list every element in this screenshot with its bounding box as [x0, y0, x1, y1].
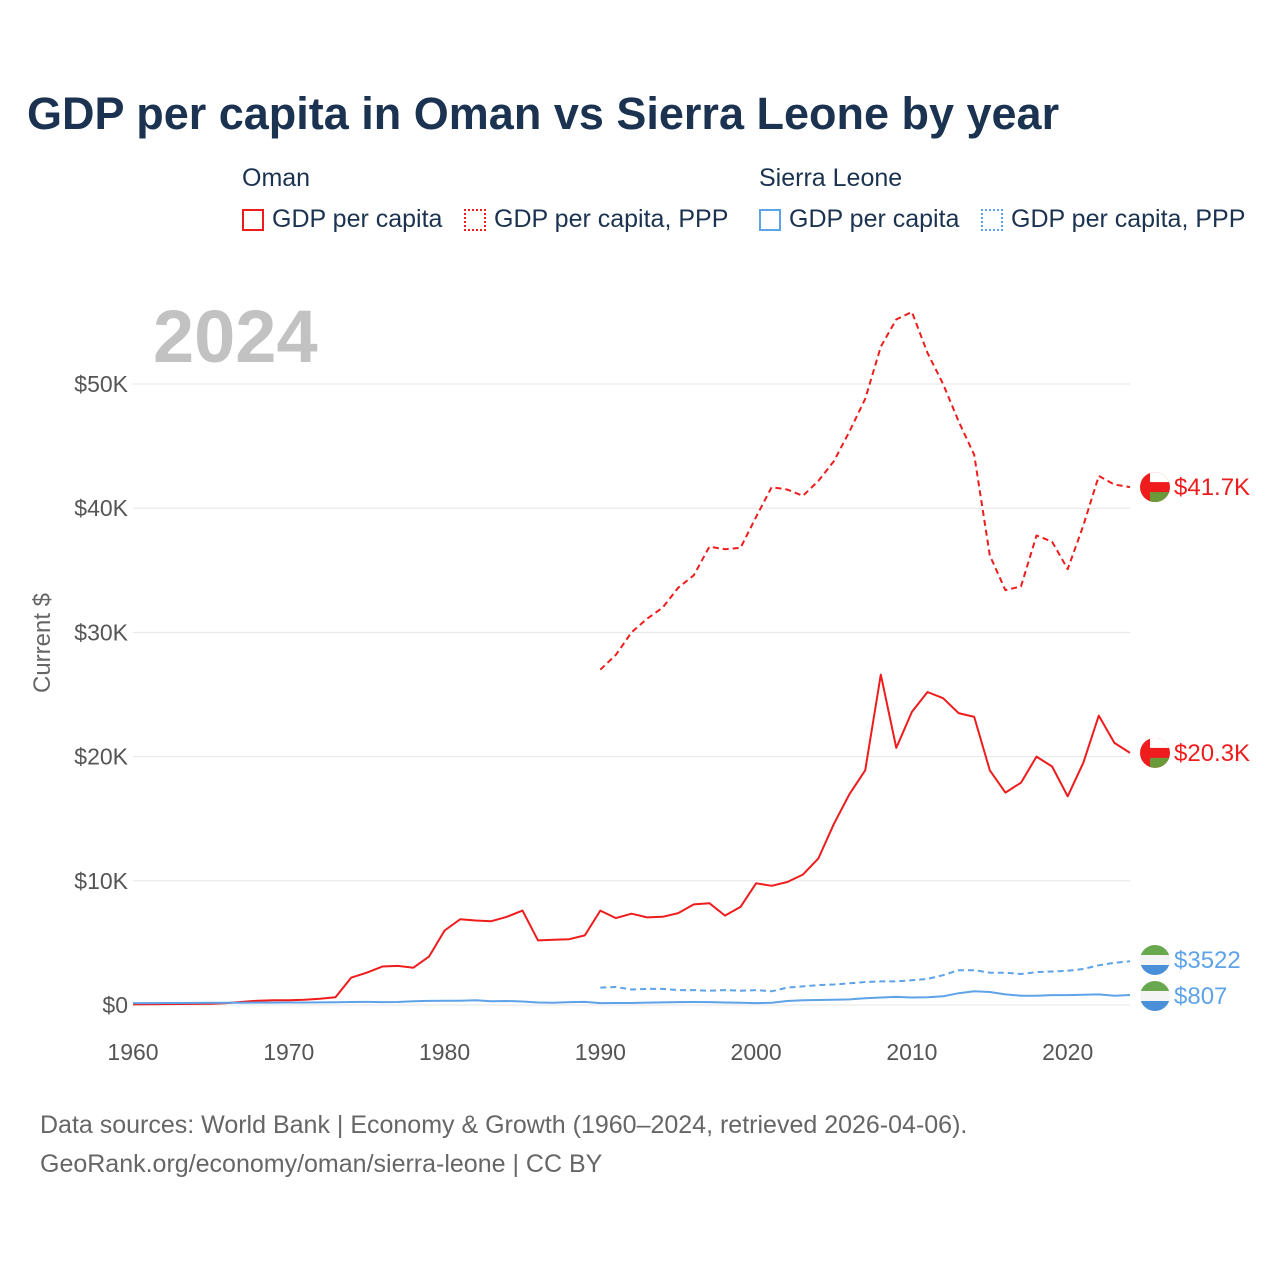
legend-label: GDP per capita [789, 205, 960, 233]
end-value-label: $807 [1174, 983, 1227, 1010]
legend-swatch-solid [759, 208, 781, 231]
legend-swatch-solid [242, 208, 264, 231]
legend-label: GDP per capita, PPP [494, 205, 729, 233]
series-line-oman-gdp-per-capita [132, 673, 1131, 1006]
end-label-oman: $20.3K [1140, 737, 1250, 768]
x-tick-label: 1960 [107, 1039, 158, 1065]
chart-title: GDP per capita in Oman vs Sierra Leone b… [27, 88, 1060, 139]
x-tick-label: 2010 [886, 1039, 937, 1065]
footer-sources: Data sources: World Bank | Economy & Gro… [40, 1111, 968, 1139]
legend-group-sierra-leone: Sierra Leone [759, 164, 903, 192]
end-label-oman: $41.7K [1140, 472, 1250, 503]
series-line-sierra-leone-gdp-per-capita-ppp [600, 960, 1131, 993]
legend-swatch-dotted [464, 208, 486, 231]
series-line-sierra-leone-gdp-per-capita [133, 990, 1131, 1005]
y-tick-label: $20K [74, 744, 128, 770]
y-tick-label: $10K [74, 868, 128, 894]
legend-sl-gdp-ppp[interactable]: GDP per capita, PPP [981, 205, 1245, 234]
legend-label: GDP per capita [272, 205, 443, 233]
legend-label: GDP per capita, PPP [1011, 205, 1246, 233]
x-tick-label: 1970 [263, 1039, 314, 1065]
year-label: 2024 [153, 295, 318, 378]
end-value-label: $20.3K [1174, 740, 1250, 767]
legend-sl-gdp[interactable]: GDP per capita [759, 205, 959, 234]
end-label-sierra_leone: $3522 [1140, 945, 1241, 975]
legend-oman-gdp-ppp[interactable]: GDP per capita, PPP [464, 205, 728, 234]
legend-swatch-dotted [981, 208, 1003, 231]
oman-flag-icon [1140, 472, 1170, 503]
end-label-sierra_leone: $807 [1140, 981, 1227, 1011]
series-line-oman-gdp-per-capita-ppp [599, 311, 1131, 671]
sierra-leone-flag-icon [1140, 981, 1170, 1011]
y-tick-label: $0 [102, 992, 128, 1018]
legend-group-oman: Oman [242, 164, 311, 192]
y-tick-label: $40K [74, 495, 128, 521]
end-value-label: $41.7K [1174, 474, 1250, 501]
y-axis-label: Current $ [29, 593, 56, 693]
y-tick-label: $50K [74, 371, 128, 397]
footer: Data sources: World Bank | Economy & Gro… [40, 1106, 967, 1184]
x-tick-label: 2000 [731, 1039, 782, 1065]
x-tick-label: 2020 [1042, 1039, 1093, 1065]
x-tick-label: 1980 [419, 1039, 470, 1065]
legend-oman-gdp[interactable]: GDP per capita [242, 205, 442, 234]
footer-link[interactable]: GeoRank.org/economy/oman/sierra-leone | … [40, 1150, 603, 1178]
oman-flag-icon [1140, 737, 1170, 768]
sierra-leone-flag-icon [1140, 945, 1170, 975]
y-tick-label: $30K [74, 619, 128, 645]
x-tick-label: 1990 [575, 1039, 626, 1065]
end-value-label: $3522 [1174, 947, 1241, 974]
